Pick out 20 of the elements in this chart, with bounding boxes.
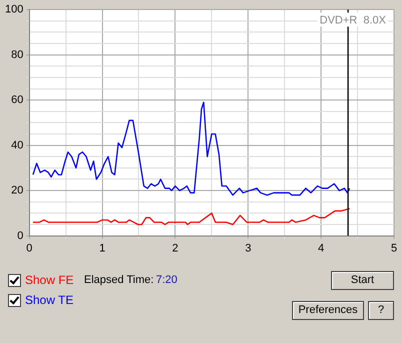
- y-tick-label: 80: [11, 48, 24, 61]
- y-tick-label: 100: [4, 4, 24, 16]
- text: ?: [368, 301, 394, 320]
- text: Start: [331, 271, 394, 290]
- x-tick-label: 4: [318, 242, 324, 254]
- y-tick-label: 0: [17, 230, 24, 242]
- text: Show FE: [25, 273, 74, 287]
- y-tick-label: 20: [11, 184, 24, 197]
- annotation: DVD+R 8.0X: [320, 14, 387, 27]
- y-tick-label: 60: [11, 94, 24, 106]
- text: Show TE: [25, 293, 74, 307]
- x-tick-label: 5: [390, 242, 398, 254]
- y-tick-label: 40: [11, 139, 24, 152]
- text: 7:20: [156, 274, 178, 286]
- x-tick-label: 1: [99, 242, 106, 254]
- text: Preferences: [292, 301, 364, 320]
- x-tick-label: 2: [172, 242, 178, 254]
- x-tick-label: 0: [26, 242, 32, 254]
- x-tick-label: 3: [245, 242, 252, 254]
- text: Elapsed Time:: [84, 274, 154, 286]
